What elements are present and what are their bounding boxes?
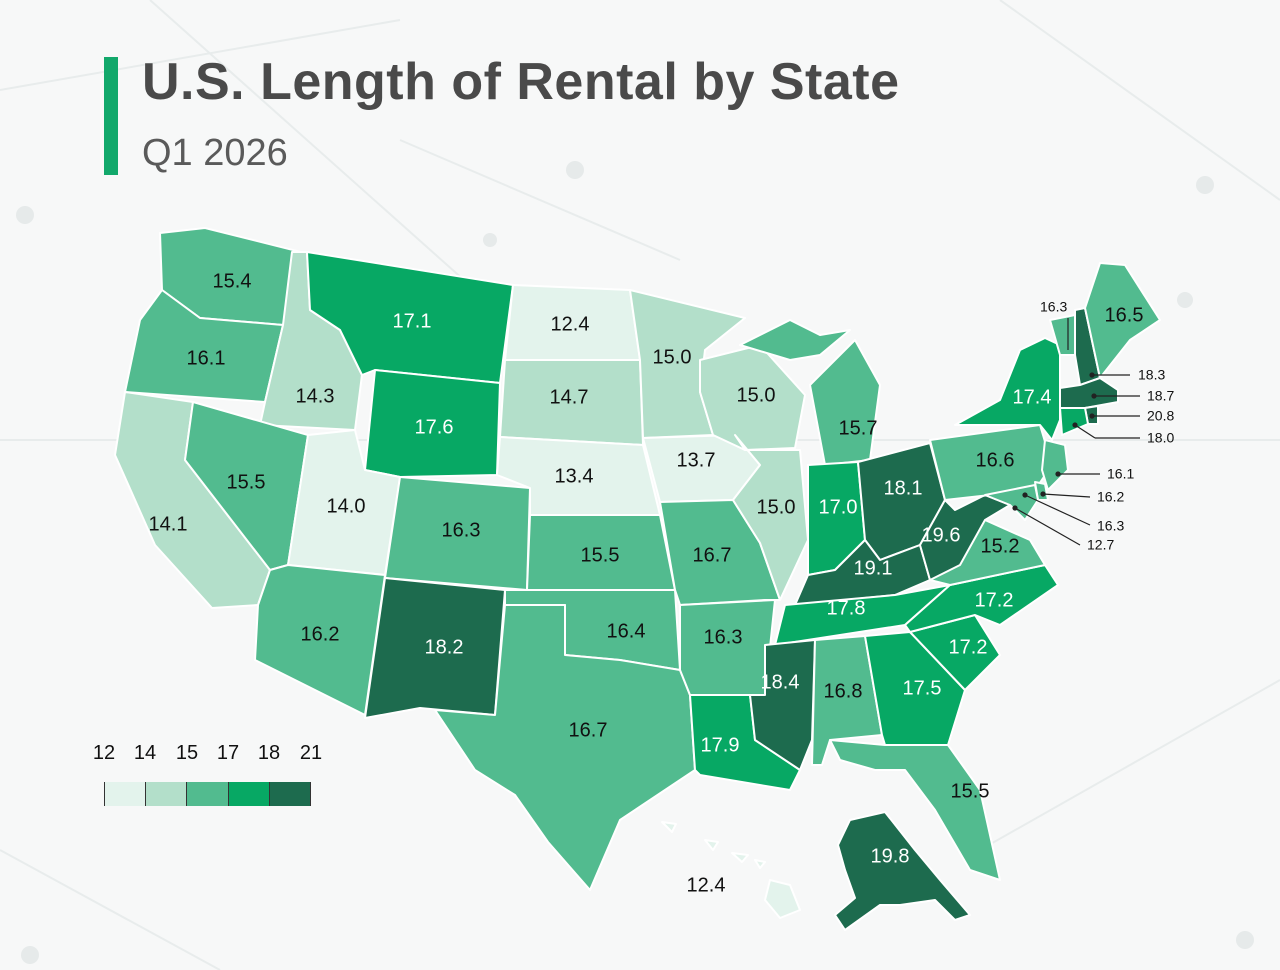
- legend-swatch: [268, 782, 312, 806]
- state-value-label-KS: 15.5: [581, 544, 620, 566]
- state-value-label-VA: 15.2: [981, 535, 1020, 557]
- legend-tick: 14: [133, 742, 157, 764]
- state-value-label-ND: 12.4: [551, 313, 590, 335]
- state-value-label-IL: 15.0: [757, 496, 796, 518]
- legend-tick: 21: [299, 742, 323, 764]
- state-IL[interactable]: [732, 434, 809, 601]
- state-value-label-WY: 17.6: [415, 416, 454, 438]
- state-TX[interactable]: [434, 604, 696, 891]
- state-value-label-MT: 17.1: [393, 310, 432, 332]
- state-value-label-UT: 14.0: [327, 495, 366, 517]
- state-value-label-IA: 13.7: [677, 449, 716, 471]
- state-value-label-GA: 17.5: [903, 677, 942, 699]
- state-value-label-NC: 17.2: [975, 589, 1014, 611]
- legend-color-bar: [104, 782, 312, 806]
- legend-tick: 17: [216, 742, 240, 764]
- state-value-label-DE: 16.2: [1097, 489, 1124, 505]
- state-value-label-TN: 17.8: [827, 597, 866, 619]
- state-value-label-MA: 18.7: [1147, 388, 1174, 404]
- state-value-label-NM: 18.2: [425, 636, 464, 658]
- state-MI[interactable]: [809, 339, 881, 466]
- state-value-label-PA: 16.6: [976, 449, 1015, 471]
- state-value-label-MS: 18.4: [761, 671, 800, 693]
- state-value-label-CA: 14.1: [149, 513, 188, 535]
- state-AK[interactable]: [834, 811, 971, 931]
- state-value-label-TX: 16.7: [569, 719, 608, 741]
- legend-tick: 12: [92, 742, 116, 764]
- state-value-label-ME: 16.5: [1105, 304, 1144, 326]
- state-value-label-WI: 15.0: [737, 384, 776, 406]
- state-value-label-AK: 19.8: [871, 845, 910, 867]
- page-title: U.S. Length of Rental by State: [142, 53, 900, 111]
- state-value-label-HI: 12.4: [687, 874, 726, 896]
- state-MI-UP[interactable]: [739, 319, 851, 361]
- state-value-label-ID: 14.3: [296, 385, 335, 407]
- legend-tick: 18: [257, 742, 281, 764]
- state-value-label-NH: 18.3: [1138, 367, 1165, 383]
- state-value-label-KY: 19.1: [854, 557, 893, 579]
- state-value-label-CT: 18.0: [1147, 430, 1174, 446]
- legend-swatch: [227, 782, 269, 806]
- state-value-label-MO: 16.7: [693, 544, 732, 566]
- state-value-label-LA: 17.9: [701, 734, 740, 756]
- color-legend: 12 14 15 17 18 21: [93, 742, 334, 806]
- legend-tick: 15: [175, 742, 199, 764]
- legend-ticks: 12 14 15 17 18 21: [93, 742, 334, 766]
- state-NJ[interactable]: [1041, 439, 1069, 491]
- state-value-label-RI: 20.8: [1147, 408, 1174, 424]
- legend-swatch: [186, 782, 228, 806]
- state-WY[interactable]: [364, 369, 501, 478]
- state-HI[interactable]: [661, 821, 801, 919]
- state-value-label-OR: 16.1: [187, 347, 226, 369]
- state-value-label-AR: 16.3: [704, 626, 743, 648]
- state-value-label-AL: 16.8: [824, 680, 863, 702]
- state-value-label-OH: 18.1: [884, 477, 923, 499]
- state-value-label-VT: 16.3: [1040, 299, 1067, 315]
- state-value-label-MN: 15.0: [653, 346, 692, 368]
- title-accent-bar: [104, 57, 118, 175]
- state-value-label-WV: 19.6: [922, 524, 961, 546]
- state-value-label-NY: 17.4: [1013, 386, 1052, 408]
- state-value-label-NJ: 16.1: [1107, 466, 1134, 482]
- state-MA[interactable]: [1059, 377, 1119, 409]
- state-value-label-AZ: 16.2: [301, 623, 340, 645]
- state-value-label-FL: 15.5: [951, 780, 990, 802]
- state-CT[interactable]: [1059, 407, 1089, 436]
- legend-swatch: [104, 782, 146, 806]
- legend-swatch: [145, 782, 187, 806]
- state-value-label-SC: 17.2: [949, 636, 988, 658]
- state-value-label-CO: 16.3: [442, 519, 481, 541]
- state-value-label-IN: 17.0: [819, 496, 858, 518]
- state-value-label-NV: 15.5: [227, 471, 266, 493]
- state-value-label-SD: 14.7: [550, 386, 589, 408]
- state-value-label-MI: 15.7: [839, 417, 878, 439]
- state-value-label-WA: 15.4: [213, 270, 252, 292]
- page-subtitle: Q1 2026: [142, 132, 288, 174]
- state-value-label-OK: 16.4: [607, 620, 646, 642]
- state-FL[interactable]: [829, 739, 1001, 881]
- state-value-label-NE: 13.4: [555, 465, 594, 487]
- state-value-label-MD: 16.3: [1097, 518, 1124, 534]
- state-value-label-DC: 12.7: [1087, 537, 1114, 553]
